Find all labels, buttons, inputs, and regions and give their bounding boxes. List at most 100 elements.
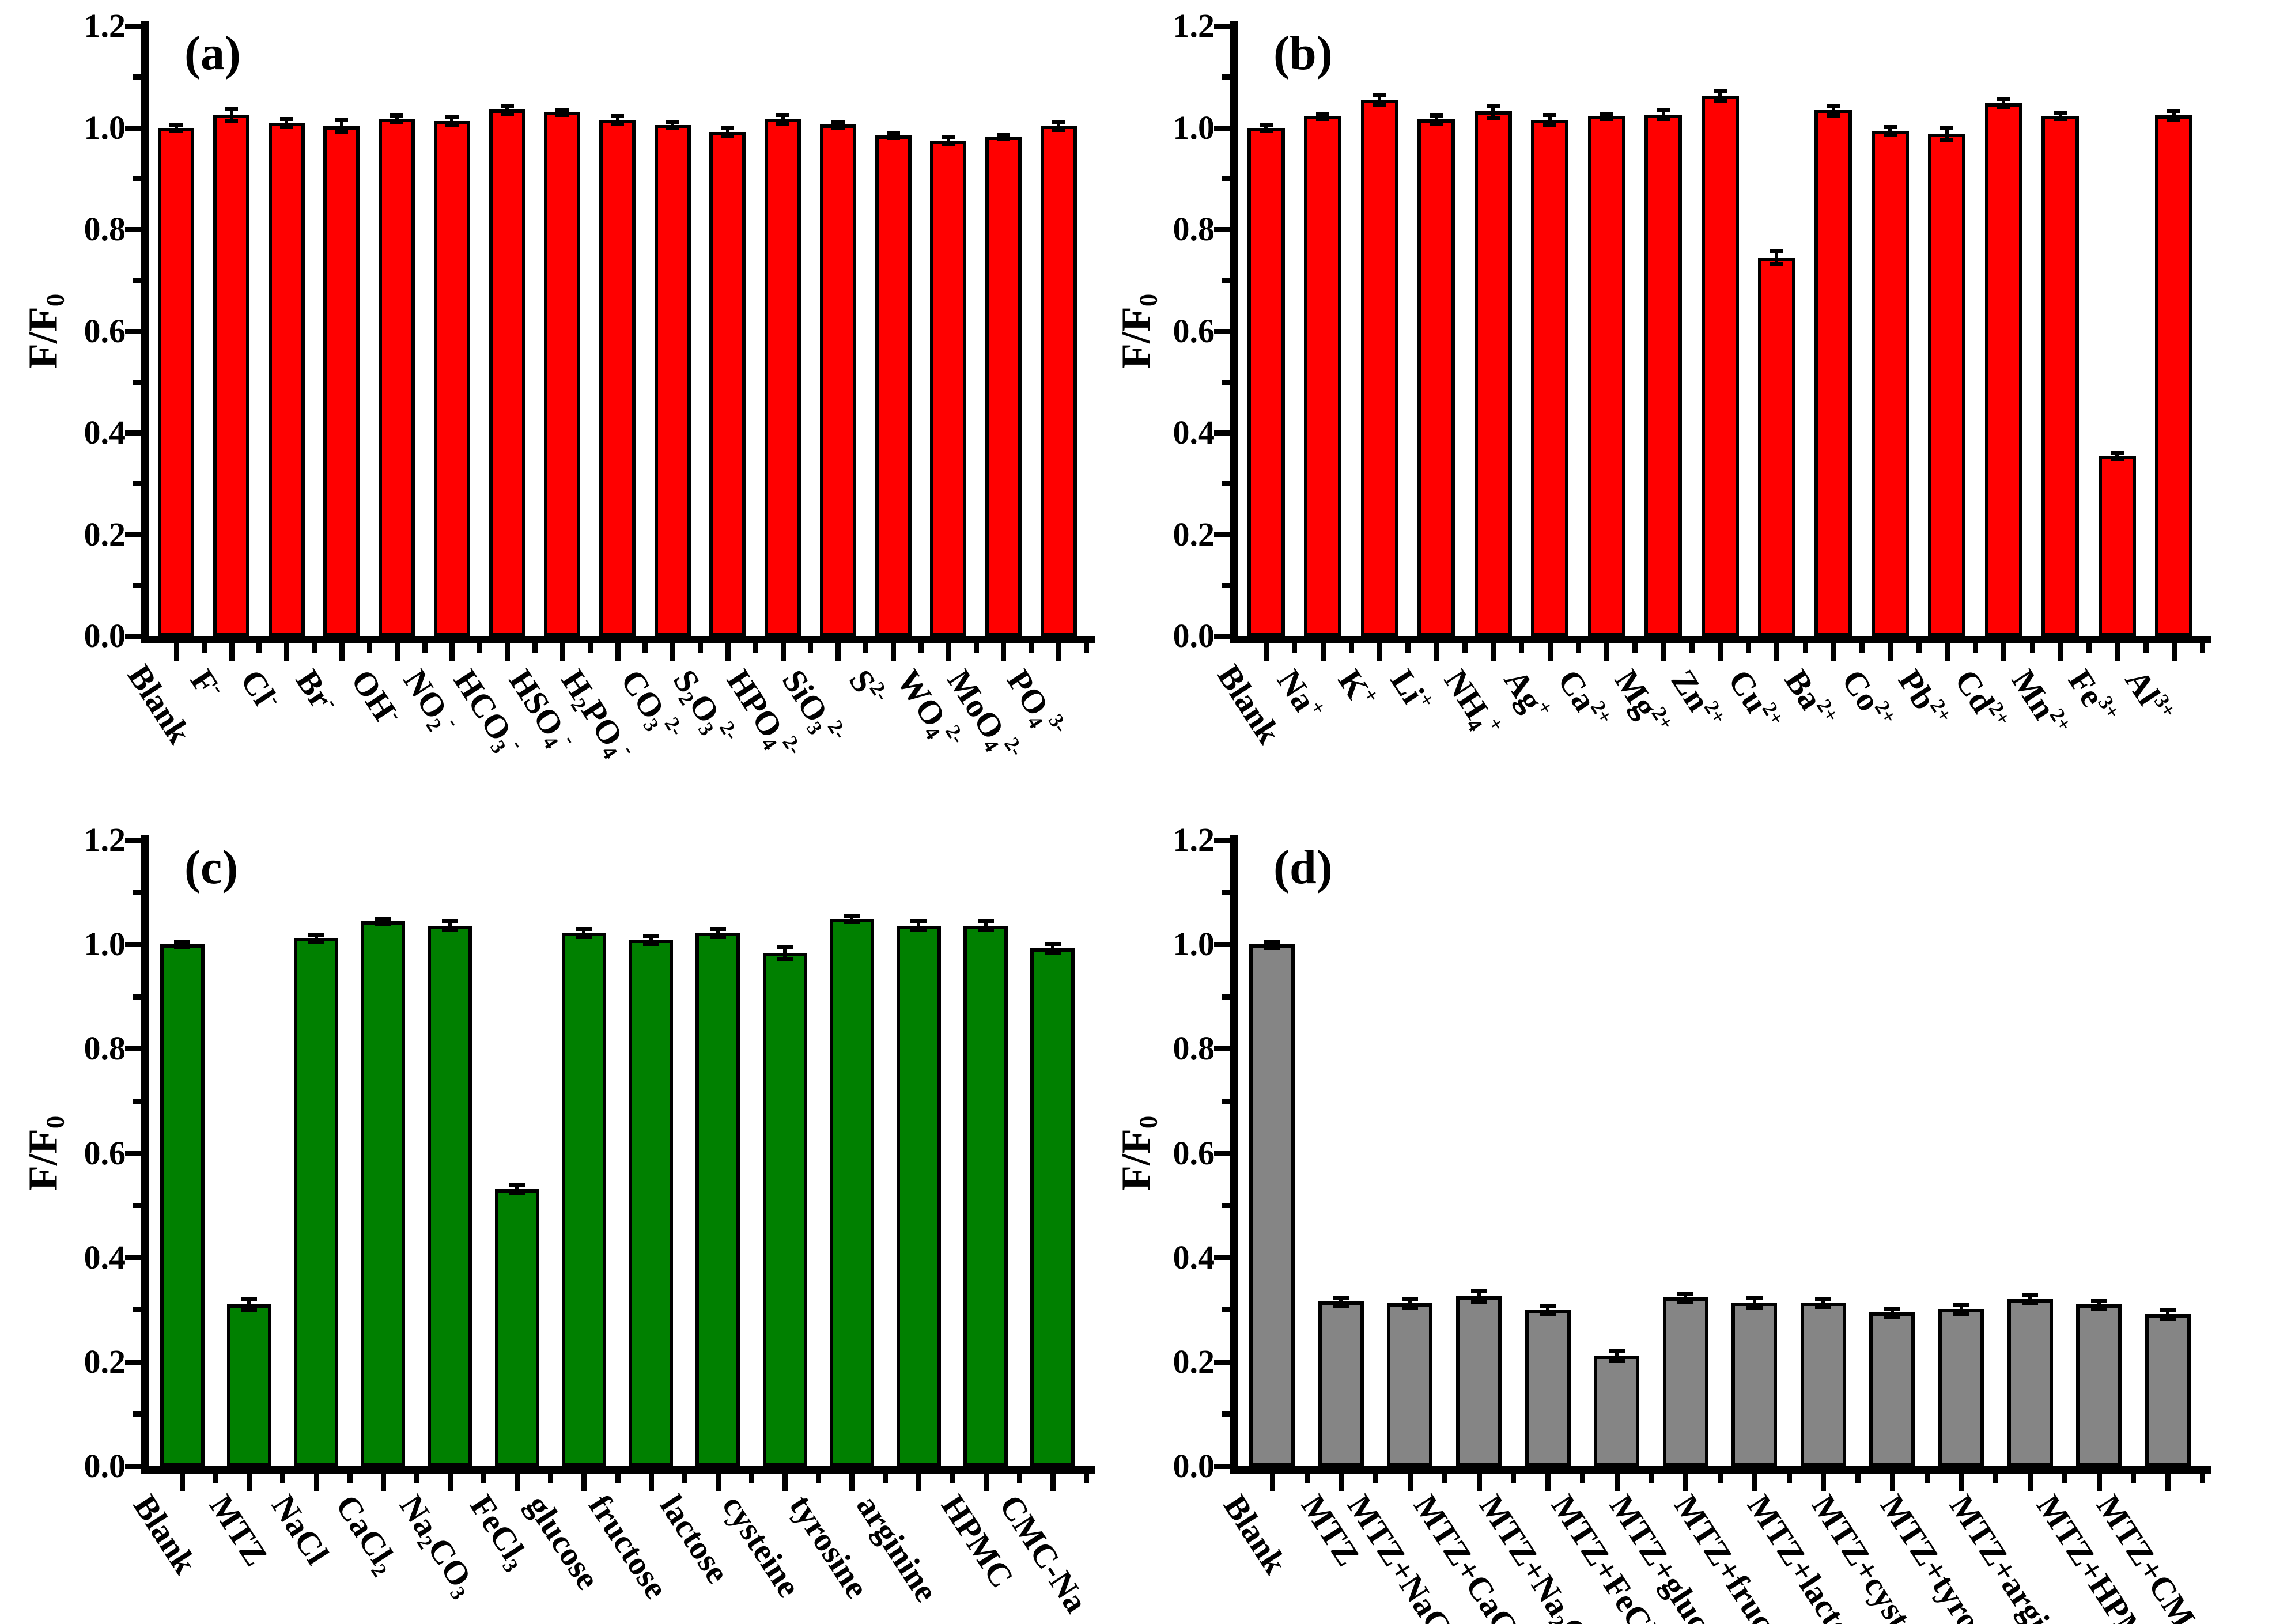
y-tick-label: 1.0 [1173, 925, 1215, 963]
y-minor-tick [1222, 1203, 1230, 1209]
x-major-tick [560, 643, 565, 661]
x-minor-tick [280, 1474, 285, 1483]
x-minor-tick [1373, 1474, 1378, 1483]
y-tick-label: 0.2 [84, 1342, 126, 1380]
x-major-tick [1615, 1474, 1620, 1491]
error-bar-cap-top [1540, 1304, 1556, 1308]
y-minor-tick [1222, 176, 1230, 181]
bar [629, 940, 673, 1466]
error-bar-cap-top [887, 131, 900, 135]
error-bar-cap-bottom [2160, 1317, 2176, 1321]
x-minor-tick [1916, 643, 1922, 653]
x-major-tick [1321, 643, 1326, 661]
bar [1387, 1303, 1432, 1466]
y-major-tick [125, 942, 141, 948]
error-bar-cap-bottom [576, 935, 592, 939]
error-bar [671, 122, 674, 128]
y-major-tick [125, 430, 141, 436]
x-major-tick [984, 1474, 989, 1491]
error-bar-cap-bottom [997, 137, 1010, 141]
error-bar [1491, 105, 1495, 118]
x-minor-tick [1305, 1474, 1310, 1483]
x-minor-tick [422, 643, 428, 653]
x-major-tick [449, 643, 455, 661]
error-bar [1832, 105, 1835, 116]
error-bar-cap-bottom [1373, 103, 1386, 107]
x-major-tick [1959, 1474, 1964, 1491]
bar [1588, 116, 1625, 636]
error-bar [891, 133, 895, 138]
x-major-tick [782, 1474, 788, 1491]
x-minor-tick [950, 1474, 955, 1483]
bar [562, 933, 606, 1466]
bar [1247, 128, 1285, 637]
y-major-tick [125, 838, 141, 843]
x-minor-tick [2062, 1474, 2067, 1483]
panel-letter: (a) [184, 27, 241, 80]
error-bar-cap-top [1815, 1297, 1831, 1301]
bar [765, 119, 801, 636]
y-minor-tick [133, 278, 141, 283]
x-major-tick [1545, 1474, 1551, 1491]
y-minor-tick [133, 481, 141, 487]
x-tick-label: Blank [126, 1488, 205, 1581]
y-major-tick [125, 1464, 141, 1469]
error-bar-cap-top [1677, 1292, 1693, 1296]
y-major-tick [125, 125, 141, 131]
bar [875, 135, 912, 636]
error-bar [1718, 90, 1722, 101]
x-major-tick [1604, 643, 1609, 661]
x-minor-tick [1511, 1474, 1516, 1483]
x-major-tick [1339, 1474, 1344, 1491]
bar [985, 137, 1022, 636]
y-minor-tick [133, 1203, 141, 1209]
error-bar-cap-bottom [710, 935, 726, 939]
error-bar [175, 125, 178, 130]
x-minor-tick [1442, 1474, 1447, 1483]
bar [1872, 131, 1909, 636]
x-minor-tick [918, 643, 924, 653]
error-bar-cap-top [978, 919, 994, 923]
error-bar-cap-bottom [2167, 118, 2180, 122]
bar [763, 953, 807, 1466]
error-bar [340, 120, 343, 132]
x-major-tick [1683, 1474, 1688, 1491]
error-bar-cap-top [2022, 1293, 2038, 1297]
error-bar [1546, 1306, 1549, 1314]
x-tick-label: CaCl2 [328, 1488, 400, 1581]
y-tick-label: 0.2 [84, 515, 126, 553]
bar [820, 124, 856, 636]
error-bar-cap-top [1402, 1297, 1418, 1301]
error-bar [448, 921, 452, 929]
x-major-tick [2115, 643, 2120, 661]
error-bar-cap-top [169, 123, 183, 127]
error-bar [917, 921, 920, 929]
error-bar-cap-top [2091, 1299, 2107, 1303]
error-bar-cap-top [710, 927, 726, 931]
error-bar-cap-top [2160, 1308, 2176, 1312]
error-bar-cap-top [844, 914, 860, 918]
error-bar [315, 935, 318, 941]
y-minor-tick [1222, 1411, 1230, 1417]
error-bar-cap-top [390, 113, 403, 118]
x-minor-tick [367, 643, 372, 653]
y-major-tick [125, 1255, 141, 1260]
bar [2007, 1299, 2053, 1466]
error-bar [1548, 115, 1552, 125]
x-major-tick [1831, 643, 1836, 661]
bar [2041, 116, 2079, 636]
x-major-tick [314, 1474, 319, 1491]
y-tick-label: 0.8 [1173, 1029, 1215, 1067]
error-bar-cap-bottom [978, 928, 994, 932]
error-bar-cap-top [1609, 1349, 1625, 1353]
error-bar-cap-bottom [910, 928, 927, 932]
y-major-tick [1214, 1359, 1230, 1365]
x-major-tick [1050, 1474, 1056, 1491]
error-bar-cap-bottom [2054, 117, 2067, 121]
error-bar-cap-bottom [1827, 113, 1840, 118]
x-major-tick [581, 1474, 587, 1491]
x-minor-tick [1649, 1474, 1654, 1483]
bar [1525, 1310, 1571, 1466]
x-major-tick [1001, 643, 1006, 661]
x-tick-label: Cu2+ [1721, 663, 1789, 729]
